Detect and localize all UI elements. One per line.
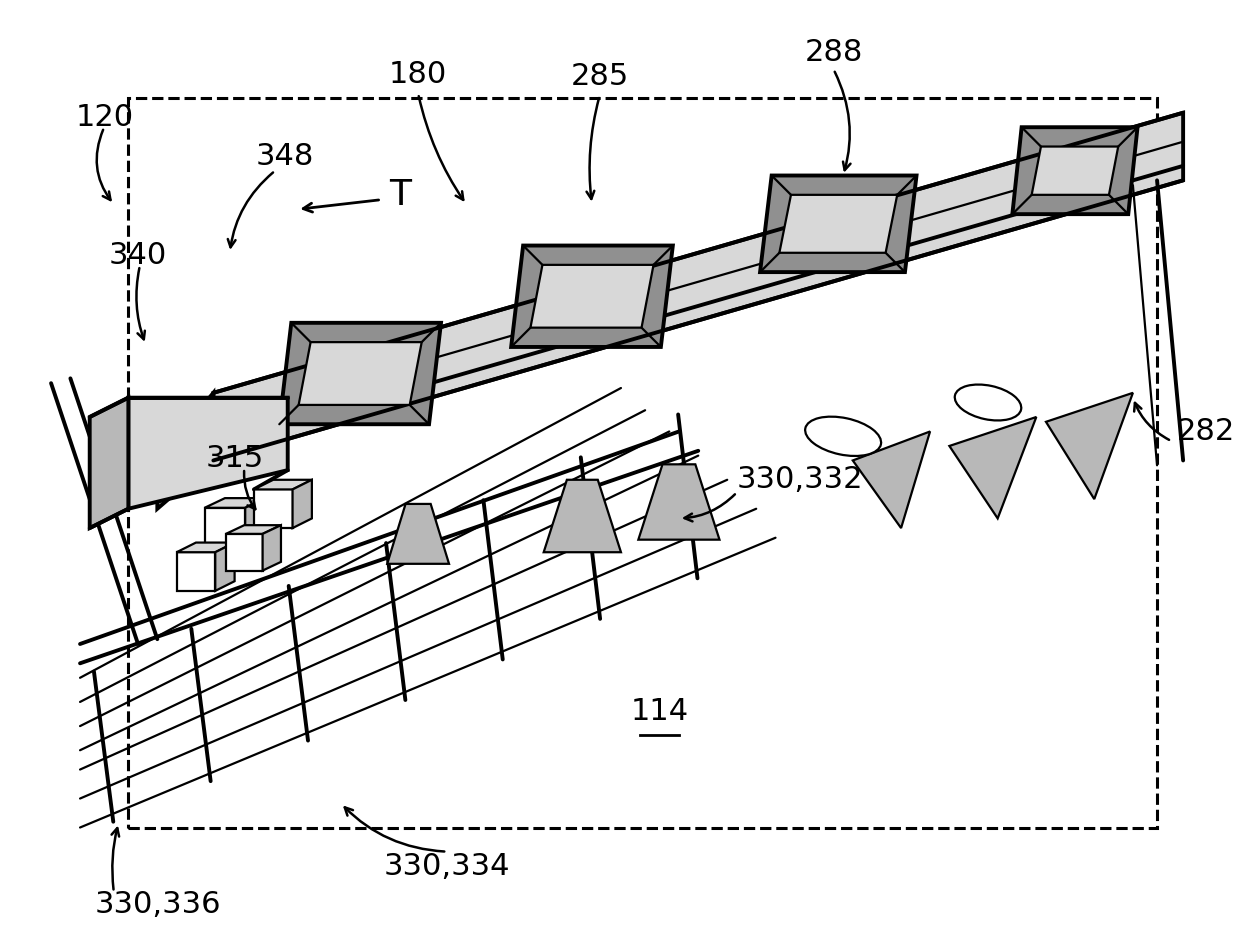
Polygon shape [254,480,312,490]
Text: 330,332: 330,332 [737,465,864,494]
Polygon shape [177,543,234,552]
Text: 120: 120 [76,103,134,132]
Polygon shape [204,498,265,508]
Polygon shape [544,480,621,552]
Text: 330,336: 330,336 [94,890,221,920]
Text: 114: 114 [631,697,689,726]
Polygon shape [1046,393,1132,499]
Polygon shape [245,498,265,548]
Text: 285: 285 [571,62,629,91]
Text: 340: 340 [109,241,167,270]
Polygon shape [263,526,281,571]
Polygon shape [949,417,1036,518]
Polygon shape [530,265,653,328]
Text: 330,334: 330,334 [384,851,510,881]
Polygon shape [129,398,287,509]
Polygon shape [852,432,930,528]
Polygon shape [157,393,213,509]
Polygon shape [299,342,421,405]
Polygon shape [216,543,234,591]
Ellipse shape [955,384,1021,420]
Polygon shape [1012,127,1137,214]
Polygon shape [1032,147,1119,195]
Polygon shape [204,508,245,548]
Bar [129,98,1157,828]
Polygon shape [638,464,720,540]
Text: 180: 180 [389,60,447,89]
Text: 282: 282 [1176,417,1234,446]
Polygon shape [254,490,292,528]
Text: 288: 288 [804,38,862,67]
Polygon shape [760,175,917,272]
Text: 348: 348 [255,142,315,170]
Text: 315: 315 [206,444,264,474]
Text: T: T [389,178,411,212]
Polygon shape [388,504,449,563]
Polygon shape [213,113,1183,460]
Polygon shape [292,480,312,528]
Polygon shape [89,398,129,528]
Polygon shape [279,323,441,424]
Polygon shape [177,552,216,591]
Polygon shape [779,195,897,253]
Ellipse shape [805,417,881,456]
Polygon shape [512,245,673,347]
Polygon shape [225,526,281,534]
Polygon shape [225,534,263,571]
